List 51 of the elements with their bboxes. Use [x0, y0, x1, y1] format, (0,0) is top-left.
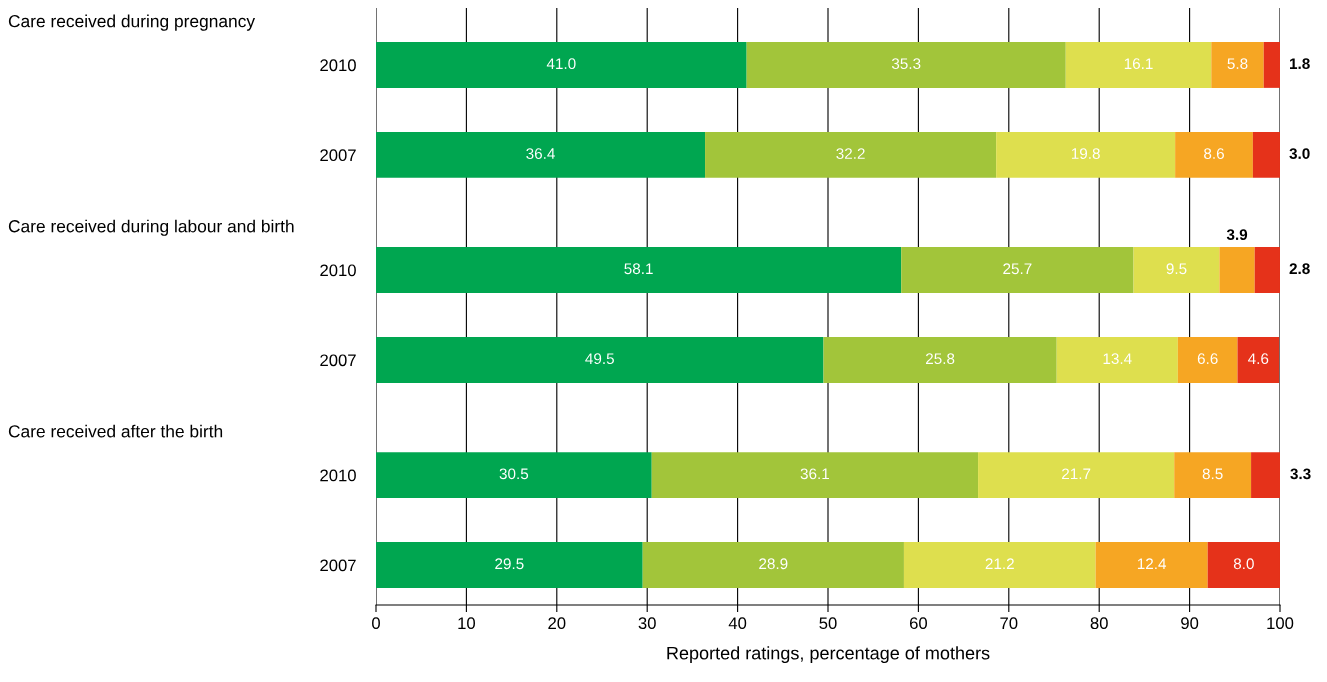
x-tick-label: 0: [372, 617, 380, 630]
x-tick-label: 80: [1090, 617, 1108, 630]
x-tick-label: 70: [1000, 617, 1018, 630]
data-label: 3.0: [1289, 148, 1310, 160]
x-tick-label: 20: [548, 617, 566, 630]
y-tick-label: 2010: [320, 264, 356, 277]
data-label: 8.0: [1233, 558, 1254, 570]
data-label: 19.8: [1071, 148, 1100, 159]
text: Care received after the birth: [8, 424, 223, 438]
y-tick-label: 2010: [320, 59, 356, 72]
x-tick-label: 60: [909, 617, 928, 630]
data-label: 2.8: [1289, 263, 1310, 275]
data-label: 8.5: [1202, 468, 1223, 480]
data-label: 3.9: [1226, 229, 1248, 241]
data-label: 36.4: [526, 148, 555, 159]
data-label: 36.1: [800, 468, 830, 480]
data-label: 8.6: [1204, 148, 1224, 159]
text: Care received during labour and birth: [8, 219, 294, 236]
x-tick-label: 100: [1267, 617, 1294, 630]
data-label: 49.5: [585, 353, 614, 365]
x-tick-label: 10: [458, 617, 476, 630]
data-label: 32.2: [836, 148, 865, 159]
x-axis-title: Reported ratings, percentage of mothers: [667, 646, 990, 664]
data-label: 1.8: [1290, 58, 1310, 70]
y-tick-label: 2007: [320, 559, 356, 572]
data-label: 35.3: [891, 58, 921, 70]
data-label: 9.5: [1166, 263, 1187, 275]
data-label: 28.9: [759, 558, 788, 570]
data-label: 25.7: [1003, 263, 1032, 275]
data-label: 12.4: [1137, 558, 1167, 570]
data-label: 21.2: [985, 558, 1014, 570]
y-tick-label: 2007: [320, 149, 356, 162]
data-label: 5.8: [1227, 58, 1248, 70]
data-label: 16.1: [1124, 58, 1153, 70]
x-tick-label: 90: [1181, 617, 1199, 630]
text: Care received during pregnancy: [8, 14, 256, 31]
x-tick-label: 30: [638, 617, 656, 630]
data-label: 3.3: [1290, 468, 1311, 480]
x-tick-label: 50: [819, 617, 837, 630]
y-tick-label: 2007: [320, 354, 356, 367]
data-label: 21.7: [1062, 468, 1091, 480]
data-label: 4.6: [1248, 353, 1269, 365]
data-label: 41.0: [546, 58, 576, 70]
x-tick-label: 40: [728, 617, 747, 630]
y-tick-label: 2010: [320, 469, 356, 482]
data-label: 13.4: [1103, 353, 1132, 365]
data-label: 30.5: [499, 468, 529, 480]
data-label: 25.8: [926, 353, 955, 365]
data-label: 6.6: [1197, 353, 1218, 365]
data-label: 29.5: [495, 558, 524, 570]
data-label: 58.1: [624, 263, 653, 275]
